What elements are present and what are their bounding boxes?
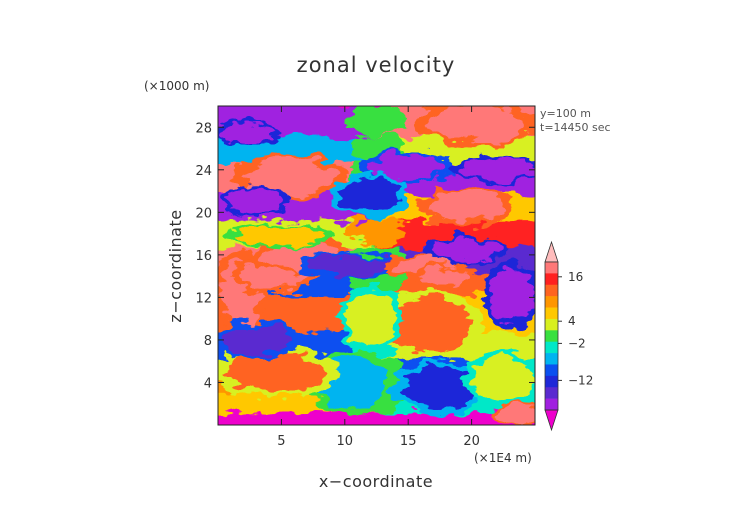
field-band-blend (348, 106, 405, 136)
field-blob (427, 106, 529, 143)
field-blob (224, 323, 288, 356)
field-blob (306, 254, 396, 277)
colorbar-segment (545, 341, 558, 354)
colorbar-segment (545, 318, 558, 331)
field-blob (338, 177, 402, 210)
y-axis: 4 8 12 16 20 24 28 (195, 121, 535, 391)
x-axis-label: x−coordinate (319, 472, 433, 491)
colorbar-segment (545, 273, 558, 286)
y-tick-label: 12 (195, 291, 212, 306)
field-blob (237, 226, 326, 246)
colorbar-segment (545, 364, 558, 377)
field-blob (420, 267, 472, 285)
colorbar-segment (545, 387, 558, 399)
y-tick-label: 28 (195, 121, 212, 136)
plot-frame (217, 105, 536, 426)
colorbar-max-arrow (544, 240, 559, 263)
colorbar-tick-label: −12 (568, 373, 593, 387)
colorbar-tick-label: 4 (568, 314, 576, 328)
x-tick-label: 10 (337, 434, 354, 449)
colorbar-tick-label: 16 (568, 270, 583, 284)
colorbar-min-arrow (544, 409, 559, 432)
y-tick-label: 16 (195, 249, 212, 264)
colorbar-segment (545, 262, 558, 274)
field-blob (228, 188, 284, 215)
x-tick-label: 20 (463, 434, 480, 449)
colorbar-segment (545, 307, 558, 320)
y-axis-label: z−coordinate (166, 209, 185, 322)
y-tick-label: 20 (195, 206, 212, 221)
colorbar-segment (545, 330, 558, 342)
velocity-field (218, 106, 535, 425)
y-tick-label: 24 (195, 164, 212, 179)
field-blob (220, 121, 272, 144)
field-blob (344, 292, 396, 346)
field-blob (382, 297, 472, 351)
y-tick-label: 4 (204, 376, 212, 391)
chart-title: zonal velocity (297, 53, 456, 77)
y-tick-label: 8 (204, 334, 212, 349)
x-unit-label: (×1E4 m) (474, 451, 532, 465)
annotation-t: t=14450 sec (540, 121, 611, 134)
colorbar: 16 4 −2 −12 (544, 240, 593, 432)
annotation-y: y=100 m (540, 107, 591, 120)
colorbar-segment (545, 353, 558, 365)
field-band-blend (348, 214, 405, 248)
colorbar-frame (544, 261, 559, 411)
field-blob (224, 350, 326, 394)
field-blob (458, 159, 535, 181)
field-blob (401, 366, 478, 410)
x-tick-label: 5 (277, 434, 285, 449)
x-axis: 5 10 15 20 (277, 106, 480, 449)
field-blob (427, 192, 504, 222)
colorbar-segment (545, 296, 558, 308)
colorbar-segment (545, 284, 558, 297)
field-blob (432, 237, 499, 262)
field-blob (500, 403, 535, 425)
y-unit-label: (×1000 m) (144, 79, 209, 93)
colorbar-segment (545, 398, 558, 411)
field-blob (370, 154, 447, 181)
colorbar-segment (545, 375, 558, 388)
field-blob (489, 267, 535, 321)
x-tick-label: 15 (400, 434, 417, 449)
field-blob (471, 355, 535, 399)
colorbar-tick-label: −2 (568, 336, 586, 350)
